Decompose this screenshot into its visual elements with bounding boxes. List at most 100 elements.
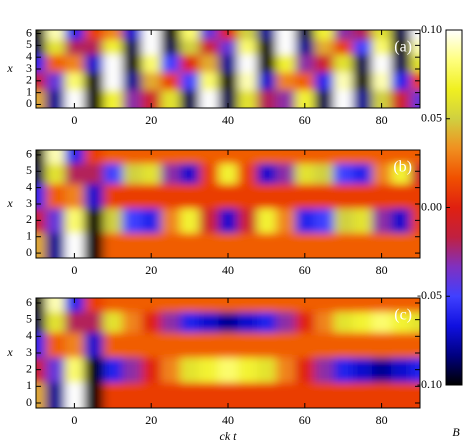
heatmap-cell: [64, 183, 85, 209]
x-tick-label: 60: [299, 413, 311, 427]
heatmap-cell: [333, 357, 354, 383]
heatmap-cell: [295, 71, 315, 91]
heatmap-cell: [199, 30, 219, 40]
heatmap-cell: [218, 298, 239, 312]
heatmap-cell: [237, 39, 258, 55]
heatmap-cell: [333, 232, 354, 258]
y-tick-label: 1: [26, 84, 32, 98]
heatmap-cell: [122, 298, 143, 312]
heatmap-cell: [199, 39, 219, 55]
heatmap-cell: [45, 382, 66, 408]
heatmap-cell: [372, 382, 392, 408]
heatmap-cell: [84, 163, 104, 185]
heatmap-cell: [314, 232, 335, 258]
colorbar-tick-label: 0.05: [421, 111, 442, 125]
heatmap-cell: [237, 30, 258, 40]
heatmap-cell: [237, 89, 258, 108]
heatmap-cell: [160, 183, 181, 209]
heatmap-cell: [256, 332, 277, 358]
heatmap-cell: [295, 39, 315, 55]
heatmap-cell: [45, 163, 66, 185]
heatmap-cell: [352, 71, 373, 91]
heatmap-cell: [237, 382, 258, 408]
heatmap-cell: [84, 382, 104, 408]
heatmap: [36, 30, 420, 108]
x-tick-label: 40: [222, 263, 234, 277]
heatmap-cell: [160, 208, 181, 234]
plot-area: [36, 150, 420, 258]
heatmap-cell: [122, 150, 143, 164]
x-axis-label: ck t: [220, 429, 238, 443]
heatmap-cell: [141, 311, 162, 333]
heatmap-cell: [180, 163, 200, 185]
y-tick-label: 0: [26, 245, 32, 259]
heatmap-cell: [84, 39, 104, 55]
heatmap-cell: [391, 232, 411, 258]
heatmap-cell: [160, 311, 181, 333]
heatmap-cell: [295, 332, 315, 358]
heatmap-cell: [45, 54, 66, 73]
y-tick-label: 0: [26, 96, 32, 110]
heatmap-cell: [314, 54, 335, 73]
heatmap-cell: [45, 150, 66, 164]
y-tick-label: 2: [26, 73, 32, 87]
heatmap-cell: [64, 311, 85, 333]
heatmap-cell: [160, 163, 181, 185]
panel-label: (b): [393, 159, 412, 176]
heatmap-cell: [36, 150, 47, 164]
heatmap-cell: [36, 382, 47, 408]
heatmap-cell: [160, 71, 181, 91]
heatmap-cell: [180, 311, 200, 333]
heatmap-cell: [180, 208, 200, 234]
heatmap-cell: [199, 208, 219, 234]
heatmap-cell: [160, 332, 181, 358]
heatmap-cell: [314, 30, 335, 40]
y-tick-label: 3: [26, 345, 32, 359]
heatmap-cell: [352, 163, 373, 185]
heatmap-cell: [256, 357, 277, 383]
heatmap-cell: [352, 30, 373, 40]
heatmap-cell: [237, 163, 258, 185]
heatmap-cell: [36, 39, 47, 55]
heatmap-cell: [410, 54, 420, 73]
heatmap-cell: [372, 71, 392, 91]
heatmap-cell: [410, 382, 420, 408]
heatmap-cell: [160, 89, 181, 108]
heatmap-cell: [36, 232, 47, 258]
heatmap-cell: [352, 39, 373, 55]
heatmap-cell: [237, 298, 258, 312]
y-tick-label: 3: [26, 61, 32, 75]
heatmap-cell: [180, 382, 200, 408]
x-tick-label: 20: [145, 113, 157, 127]
heatmap-cell: [160, 382, 181, 408]
heatmap-cell: [295, 357, 315, 383]
heatmap-cell: [64, 382, 85, 408]
heatmap-cell: [84, 150, 104, 164]
heatmap-cell: [199, 357, 219, 383]
heatmap-cell: [45, 183, 66, 209]
panel-label: (a): [394, 39, 412, 56]
heatmap-cell: [372, 232, 392, 258]
heatmap-cell: [64, 357, 85, 383]
heatmap-cell: [295, 382, 315, 408]
heatmap-cell: [103, 183, 123, 209]
heatmap-cell: [199, 311, 219, 333]
heatmap-cell: [84, 30, 104, 40]
heatmap-cell: [372, 311, 392, 333]
heatmap-cell: [103, 150, 123, 164]
heatmap-cell: [141, 232, 162, 258]
heatmap-cell: [237, 357, 258, 383]
heatmap-cell: [410, 311, 420, 333]
heatmap-cell: [45, 298, 66, 312]
heatmap-cell: [45, 332, 66, 358]
heatmap-cell: [160, 298, 181, 312]
plot-area: [36, 30, 420, 108]
y-tick-label: 5: [26, 163, 32, 177]
heatmap-cell: [276, 183, 296, 209]
heatmap-cell: [333, 382, 354, 408]
heatmap-cell: [256, 183, 277, 209]
heatmap-cell: [372, 54, 392, 73]
x-tick-label: 20: [145, 413, 157, 427]
y-tick-label: 5: [26, 311, 32, 325]
heatmap-cell: [45, 311, 66, 333]
